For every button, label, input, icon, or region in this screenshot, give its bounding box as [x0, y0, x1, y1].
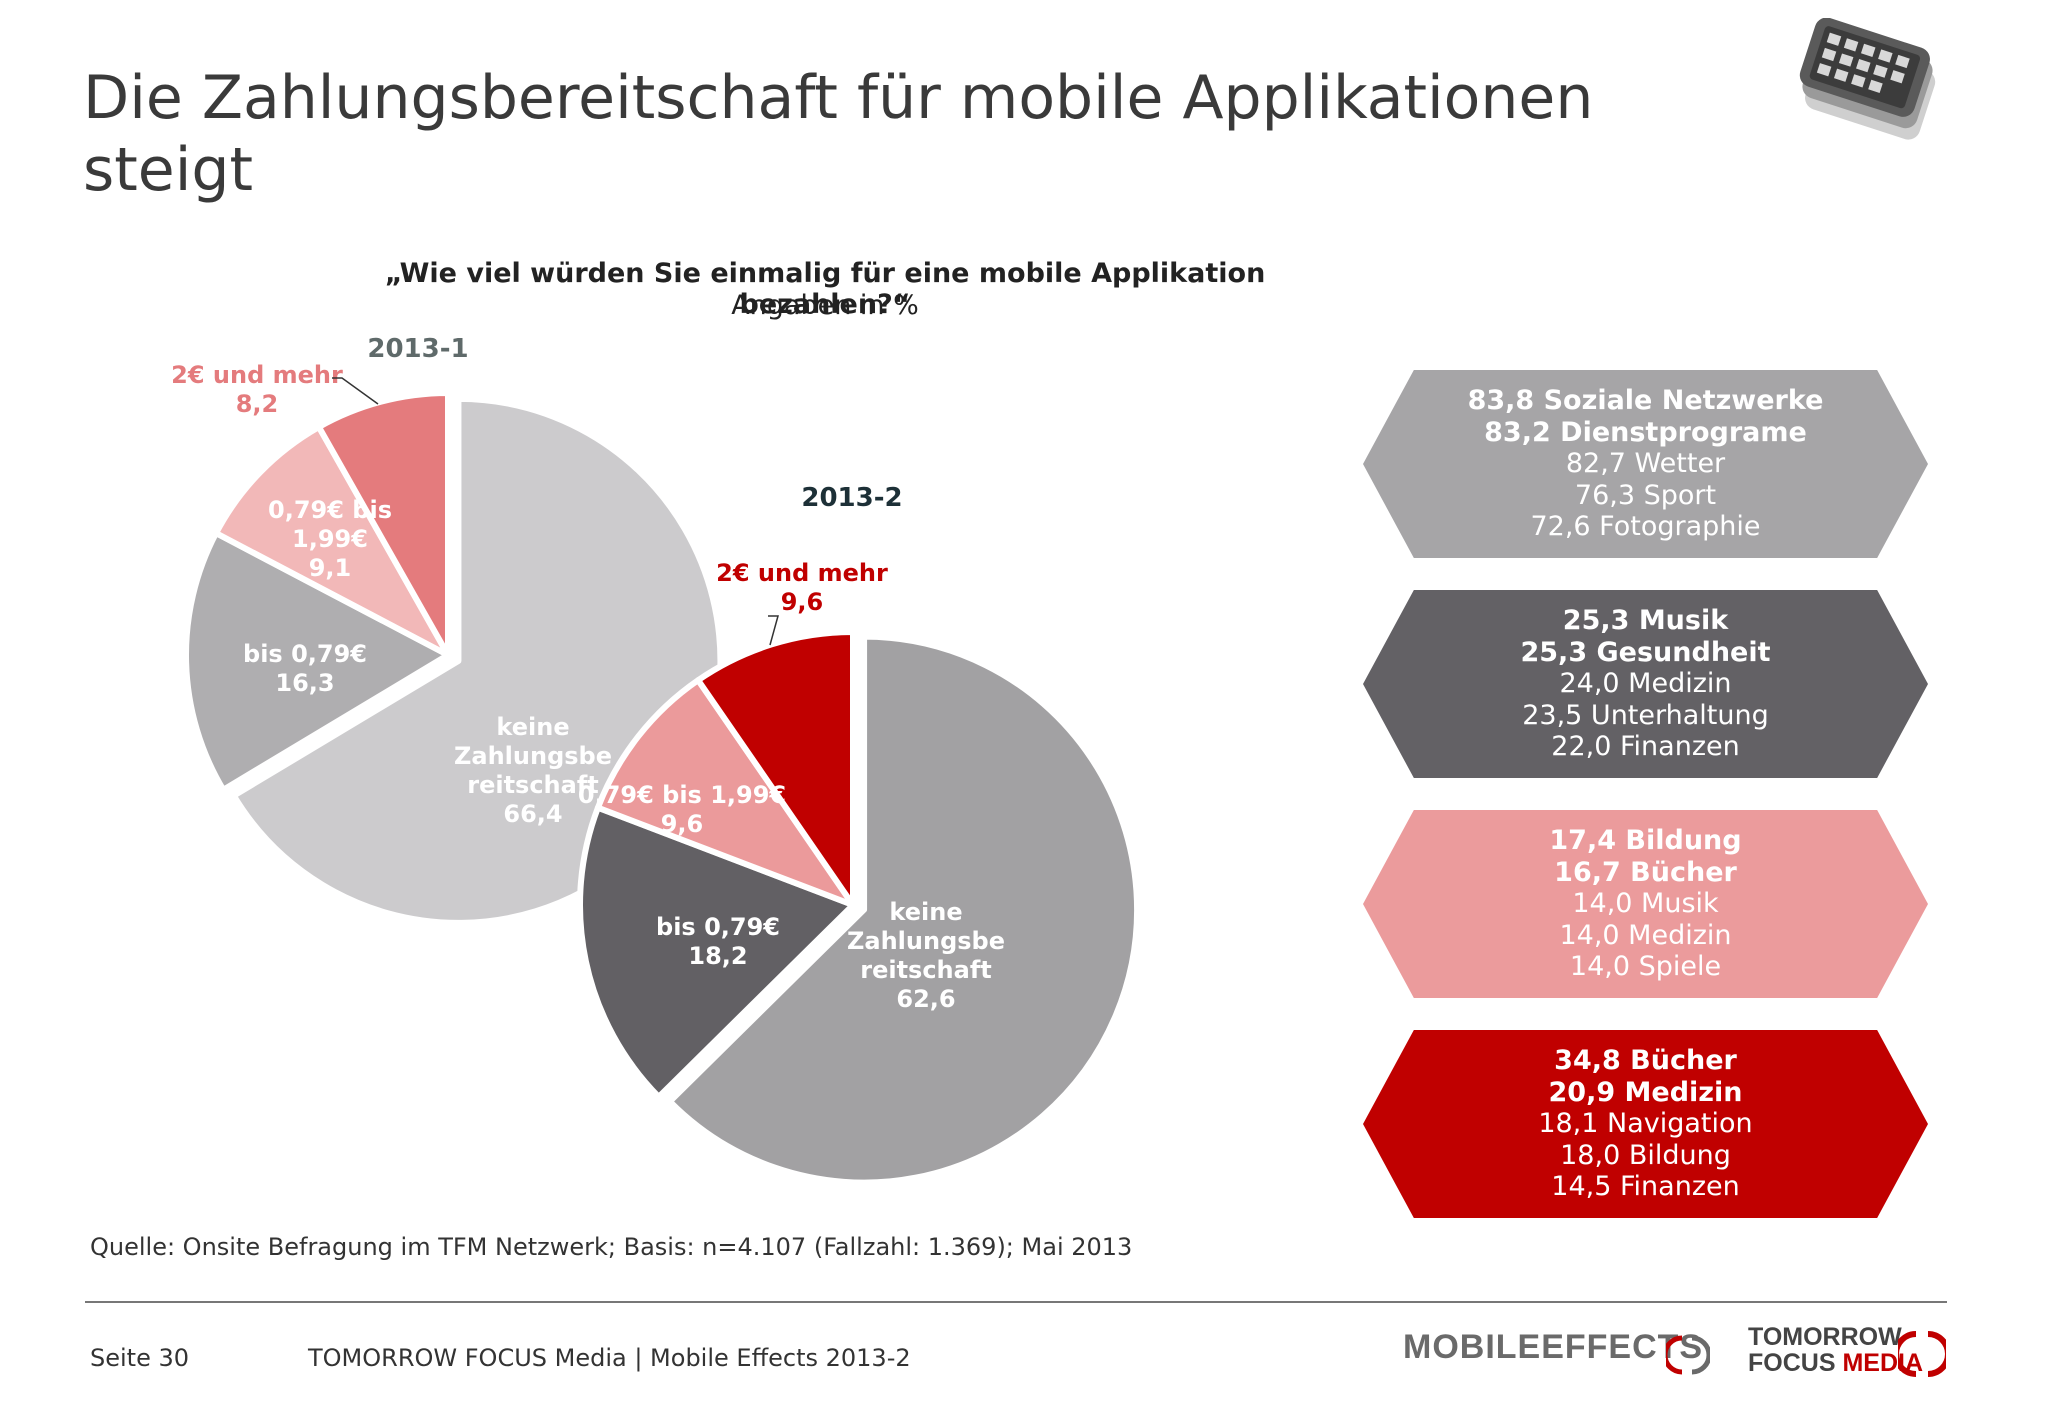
- unit-label: Angaben in %: [731, 290, 919, 321]
- category-line: 83,8 Soziale Netzwerke: [1467, 385, 1824, 417]
- category-line: 18,0 Bildung: [1560, 1139, 1731, 1171]
- category-line: 72,6 Fotographie: [1530, 511, 1761, 543]
- page-title: Die Zahlungsbereitschaft für mobile Appl…: [83, 62, 1683, 206]
- category-line: 17,4 Bildung: [1549, 825, 1742, 857]
- pie-slice: [183, 530, 451, 793]
- slice-label: 2€ und mehr 9,6: [716, 559, 888, 616]
- category-box-4: 34,8 Bücher 20,9 Medizin 18,1 Navigation…: [1363, 1030, 1928, 1218]
- slice-label: bis 0,79€ 18,2: [656, 913, 780, 970]
- slice-label: keine Zahlungsbe reitschaft 66,4: [454, 713, 612, 828]
- logo-word: TOMORROW: [1748, 1323, 1902, 1351]
- mobile-effects-logo: MOBILEEFFECTS: [1403, 1328, 1703, 1367]
- logo-word: MOBILE: [1403, 1328, 1542, 1366]
- category-line: 16,7 Bücher: [1554, 856, 1737, 888]
- category-line: 14,0 Medizin: [1559, 919, 1732, 951]
- category-line: 23,5 Unterhaltung: [1522, 699, 1769, 731]
- category-line: 34,8 Bücher: [1554, 1045, 1737, 1077]
- category-line: 14,5 Finanzen: [1551, 1171, 1740, 1203]
- category-line: 24,0 Medizin: [1559, 668, 1732, 700]
- leader-line: [332, 377, 379, 405]
- category-line: 83,2 Dienstprograme: [1484, 416, 1807, 448]
- pie-slice: [695, 629, 856, 908]
- footer-text: TOMORROW FOCUS Media | Mobile Effects 20…: [308, 1344, 911, 1372]
- category-box-3: 17,4 Bildung 16,7 Bücher 14,0 Musik 14,0…: [1363, 810, 1928, 998]
- category-box-2: 25,3 Musik 25,3 Gesundheit 24,0 Medizin …: [1363, 590, 1928, 778]
- logo-word: EFFECTS: [1541, 1328, 1704, 1366]
- source-note: Quelle: Onsite Befragung im TFM Netzwerk…: [90, 1233, 1133, 1261]
- category-line: 25,3 Gesundheit: [1520, 636, 1771, 668]
- category-line: 14,0 Musik: [1572, 888, 1719, 920]
- pie-slice: [315, 390, 451, 658]
- pie-slice: [594, 677, 856, 908]
- page-title-line1: Die Zahlungsbereitschaft für mobile Appl…: [83, 63, 1594, 133]
- category-box-1: 83,8 Soziale Netzwerke 83,2 Dienstprogra…: [1363, 370, 1928, 558]
- pie-slice: [213, 424, 451, 658]
- slice-label: 0,79€ bis 1,99€ 9,6: [578, 781, 786, 838]
- pie-title: 2013-1: [367, 334, 468, 364]
- logo-mark-icon: [1898, 1331, 1946, 1377]
- slice-label: keine Zahlungsbe reitschaft 62,6: [847, 898, 1005, 1013]
- slice-label: bis 0,79€ 16,3: [243, 640, 367, 697]
- survey-question: „Wie viel würden Sie einmalig für eine m…: [384, 258, 1266, 320]
- category-line: 14,0 Spiele: [1569, 951, 1722, 983]
- tomorrow-focus-media-logo: TOMORROW FOCUS MEDIA: [1748, 1324, 1923, 1376]
- category-line: 18,1 Navigation: [1538, 1108, 1753, 1140]
- category-line: 76,3 Sport: [1574, 479, 1717, 511]
- pie-slice: [666, 633, 1141, 1186]
- phone-stack-icon: [1799, 18, 1936, 140]
- logo-mark-icon: [1666, 1335, 1710, 1375]
- page-number: Seite 30: [90, 1344, 190, 1372]
- category-line: 20,9 Medizin: [1548, 1076, 1743, 1108]
- logo-word: FOCUS: [1748, 1349, 1836, 1377]
- category-line: 25,3 Musik: [1562, 605, 1729, 637]
- pie-charts: keine Zahlungsbe reitschaft 66,4 bis 0,79€ 16…: [171, 334, 1141, 1186]
- slice-label: 2€ und mehr 8,2: [171, 361, 343, 418]
- category-line: 82,7 Wetter: [1565, 448, 1726, 480]
- page-title-line2: steigt: [83, 135, 253, 205]
- category-line: 22,0 Finanzen: [1551, 731, 1740, 763]
- leader-line: [768, 615, 779, 646]
- pie-title: 2013-2: [801, 483, 902, 513]
- footer-divider: [85, 1301, 1947, 1303]
- slice-label: 0,79€ bis 1,99€ 9,1: [268, 496, 392, 582]
